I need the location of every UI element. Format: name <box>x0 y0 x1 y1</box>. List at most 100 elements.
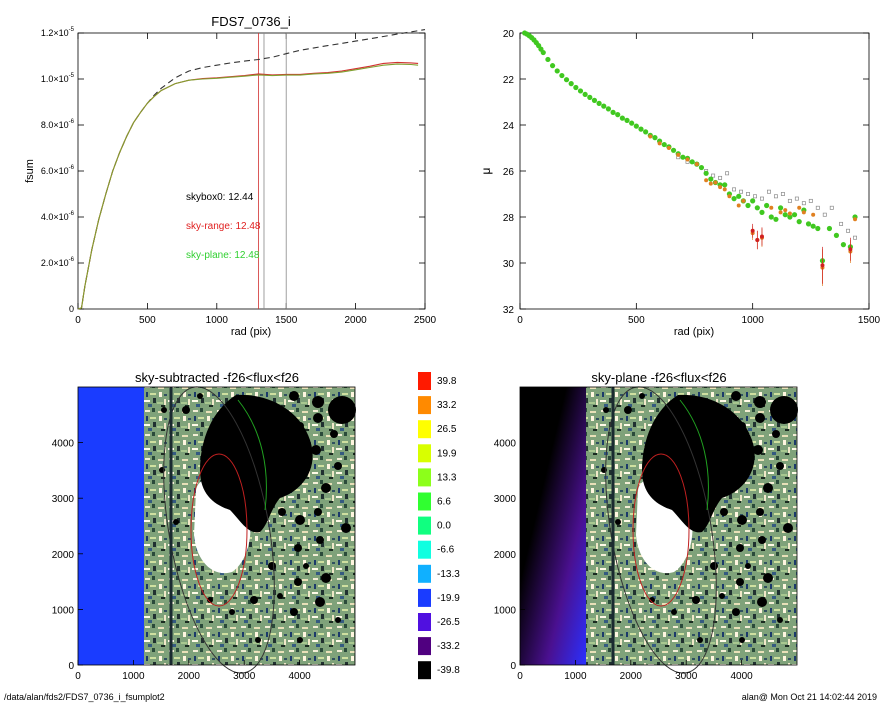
mask-blob <box>321 483 331 493</box>
mask-blob <box>776 462 784 470</box>
mu-point-gray <box>839 221 844 226</box>
mask-blob <box>772 430 780 438</box>
y-tick-label: 0 <box>69 304 74 314</box>
colorbar-label: -39.8 <box>437 665 460 676</box>
mu-point-green <box>563 77 570 83</box>
mu-point-green <box>736 193 742 199</box>
mask-blob <box>615 519 621 525</box>
mu-ticks: 0 500 1000 1500 20 22 24 26 28 30 32 <box>503 29 881 326</box>
mu-point-green <box>629 120 635 126</box>
sky-plane-strip <box>520 387 586 665</box>
y-tick-label: 24 <box>503 121 515 132</box>
mu-point-green <box>722 182 728 188</box>
colorbar-swatch <box>418 492 431 511</box>
colorbar-label: 26.5 <box>437 424 457 435</box>
mu-point-green <box>796 219 802 225</box>
x-tick-label: 1000 <box>206 315 229 326</box>
mu-point-gray <box>725 171 730 176</box>
sky-plane-image <box>520 386 798 674</box>
mu-point-green <box>652 135 658 141</box>
mu-point-green <box>745 202 751 209</box>
mu-point-green <box>754 205 760 211</box>
mu-point-gray <box>746 192 750 196</box>
x-tick-label: 2000 <box>620 671 643 682</box>
colorbar-label: 19.9 <box>437 448 457 459</box>
sky-plane-panel: sky-plane -f26<flux<f26 0 1000 2000 3000 400… <box>494 370 798 682</box>
mask-blob <box>294 578 302 586</box>
mask-blob <box>738 422 746 430</box>
mask-blob <box>777 617 783 623</box>
mu-point-green <box>833 232 840 238</box>
mu-point-green <box>708 176 714 182</box>
mask-blob <box>289 391 299 401</box>
sky-subtracted-panel: sky-subtracted -f26<flux<f26 0 1000 2000 30… <box>52 370 356 682</box>
mu-point-gray <box>794 196 799 201</box>
mask-blob <box>315 597 325 607</box>
mu-point-red <box>755 238 760 242</box>
mu-point-green <box>605 106 612 112</box>
mask-blob <box>601 467 607 473</box>
mu-point-green <box>759 209 765 215</box>
mask-blob <box>294 544 302 552</box>
mask-blob <box>255 637 261 643</box>
mask-blob <box>341 523 351 533</box>
mu-point-green <box>670 147 677 153</box>
colorbar-swatch <box>418 420 431 439</box>
mu-point-red <box>750 228 755 233</box>
mask-blob <box>739 637 745 643</box>
mu-point-green <box>826 225 833 232</box>
mask-blob <box>296 422 304 430</box>
mu-point-green <box>777 205 784 211</box>
mu-point-green <box>782 212 788 218</box>
x-tick-label: 1500 <box>275 315 298 326</box>
mask-blob <box>250 596 258 604</box>
mask-blobs <box>601 391 798 643</box>
mu-point-green <box>787 214 793 220</box>
x-tick-label: 2000 <box>344 315 367 326</box>
mu-point-orange <box>778 210 783 215</box>
mask-blob <box>159 467 165 473</box>
colorbar-swatch <box>418 516 431 535</box>
annotation-skybox0: skybox0: 12.44 <box>186 192 254 203</box>
mu-point-green <box>624 117 630 123</box>
x-tick-label: 1500 <box>858 315 881 326</box>
colorbar-label: -19.9 <box>437 593 460 604</box>
y-tick-label: 6.0×10-6 <box>41 165 75 176</box>
mask-blob <box>755 413 765 423</box>
star-mask <box>642 394 755 533</box>
mu-point-green <box>549 63 556 69</box>
y-tick-label: 4.0×10-6 <box>41 211 75 222</box>
mu-point-orange <box>797 205 802 210</box>
mask-blob <box>303 563 309 569</box>
fsum-panel: FDS7_0736_i rad (pix) fsum 0 500 1000 1500 2… <box>24 14 437 338</box>
mu-point-green <box>689 159 695 165</box>
masked-strip <box>78 387 144 665</box>
annotation-sky-plane: sky-plane: 12.48 <box>186 250 260 261</box>
mu-points <box>522 30 858 286</box>
mask-blob <box>763 483 773 493</box>
fsum-series-0 <box>77 29 426 310</box>
mask-blob <box>710 562 718 570</box>
mu-point-green <box>545 56 551 63</box>
x-tick-label: 0 <box>75 671 81 682</box>
mu-point-gray <box>815 205 820 210</box>
mu-point-green <box>615 112 621 118</box>
mu-point-green <box>815 225 821 232</box>
y-tick-label: 22 <box>503 75 515 86</box>
mu-point-orange <box>741 198 746 203</box>
mu-point-green <box>540 49 546 56</box>
mask-blob <box>753 445 763 455</box>
mask-blob <box>161 407 167 413</box>
mu-point-orange <box>722 187 727 192</box>
x-tick-label: 2500 <box>414 315 437 326</box>
colorbar-label: 33.2 <box>437 400 457 411</box>
mask-blob <box>182 406 190 414</box>
mask-blob <box>719 593 725 599</box>
colorbar: 39.8 33.2 26.5 19.9 13.3 6.6 0.0 -6.6 -13.3 -19.9… <box>418 372 460 680</box>
mu-point-green <box>601 103 607 109</box>
mask-blob <box>603 407 609 413</box>
mu-point-gray <box>853 235 857 240</box>
mask-blob <box>745 563 751 569</box>
mask-blob <box>736 578 744 586</box>
mu-point-orange <box>666 146 671 150</box>
